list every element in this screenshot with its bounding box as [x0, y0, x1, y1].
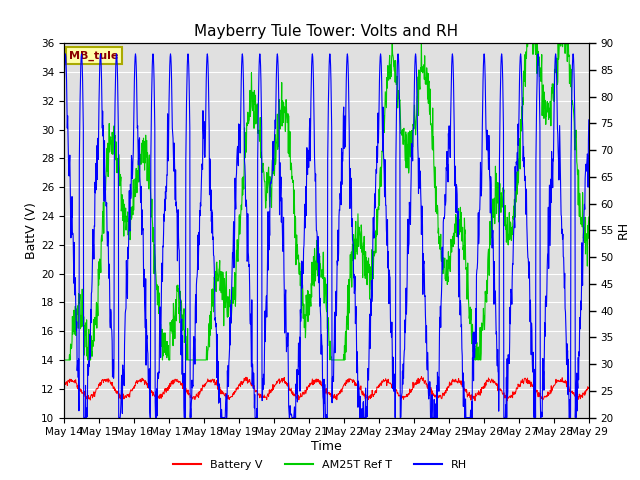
RH: [524, 236, 531, 242]
AM25T Ref T: [585, 214, 593, 220]
RH: [477, 183, 484, 189]
Legend: Battery V, AM25T Ref T, RH: Battery V, AM25T Ref T, RH: [169, 456, 471, 474]
Title: Mayberry Tule Tower: Volts and RH: Mayberry Tule Tower: Volts and RH: [195, 24, 458, 39]
Battery V: [364, 398, 371, 404]
RH: [177, 318, 185, 324]
RH: [60, 98, 68, 104]
Battery V: [524, 378, 531, 384]
RH: [408, 144, 416, 150]
AM25T Ref T: [164, 352, 172, 358]
Text: MB_tule: MB_tule: [69, 51, 118, 61]
RH: [80, 415, 88, 420]
RH: [585, 117, 593, 123]
Battery V: [177, 382, 184, 388]
Battery V: [408, 387, 416, 393]
RH: [61, 51, 69, 57]
Battery V: [164, 388, 172, 394]
Battery V: [60, 384, 68, 389]
X-axis label: Time: Time: [311, 440, 342, 453]
Line: Battery V: Battery V: [64, 377, 589, 401]
AM25T Ref T: [477, 357, 484, 363]
Line: RH: RH: [64, 54, 589, 418]
AM25T Ref T: [408, 128, 415, 133]
Battery V: [236, 382, 243, 388]
AM25T Ref T: [417, 40, 425, 46]
Line: AM25T Ref T: AM25T Ref T: [64, 43, 589, 360]
Battery V: [477, 386, 484, 392]
Y-axis label: RH: RH: [616, 221, 630, 240]
AM25T Ref T: [236, 212, 243, 217]
Battery V: [417, 374, 425, 380]
AM25T Ref T: [523, 42, 531, 48]
RH: [236, 150, 244, 156]
Battery V: [585, 384, 593, 390]
AM25T Ref T: [60, 357, 68, 363]
RH: [165, 125, 173, 131]
Y-axis label: BattV (V): BattV (V): [25, 202, 38, 259]
AM25T Ref T: [177, 297, 184, 302]
